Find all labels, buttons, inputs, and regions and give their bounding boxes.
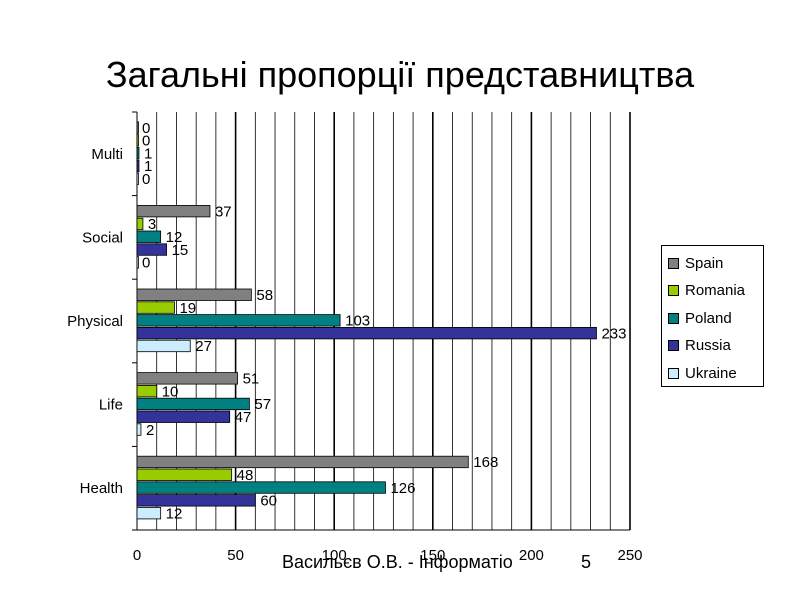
legend-label: Ukraine — [685, 364, 737, 382]
data-label: 48 — [237, 467, 254, 484]
category-label: Multi — [91, 146, 123, 163]
legend-swatch — [668, 257, 679, 269]
bar-romania — [136, 384, 158, 398]
data-label: 58 — [256, 287, 273, 304]
legend-item: Spain — [668, 254, 723, 272]
data-label: 57 — [254, 396, 271, 413]
bar-spain — [136, 455, 469, 469]
category-label: Social — [82, 229, 123, 246]
data-label: 12 — [166, 229, 183, 246]
data-label: 0 — [142, 255, 150, 272]
data-label: 126 — [390, 480, 415, 497]
bar-poland — [136, 146, 140, 160]
data-label: 12 — [166, 505, 183, 522]
x-tick-label: 250 — [617, 547, 642, 564]
data-label: 0 — [142, 171, 150, 188]
chart-legend: Spain Romania Poland Russia Ukraine — [661, 245, 764, 387]
bar-spain — [136, 204, 211, 218]
data-label: 27 — [195, 338, 212, 355]
category-label: Physical — [67, 313, 123, 330]
bar-russia — [136, 159, 140, 173]
data-label: 15 — [172, 242, 189, 259]
bar-ukraine — [136, 256, 139, 269]
page-number: 5 — [581, 552, 592, 572]
legend-item: Russia — [668, 337, 731, 355]
legend-swatch — [668, 340, 679, 351]
bar-poland — [136, 314, 341, 327]
slide-title: Загальні пропорції представництва — [105, 54, 695, 95]
x-tick-label: 50 — [227, 547, 244, 564]
data-label: 60 — [260, 493, 277, 510]
category-label: Health — [80, 480, 123, 497]
x-tick-label: 150 — [420, 547, 445, 564]
legend-label: Romania — [685, 282, 746, 299]
bar-russia — [136, 494, 256, 507]
data-label: 3 — [148, 216, 156, 233]
x-tick-label: 200 — [519, 547, 544, 564]
data-label: 0 — [142, 120, 150, 137]
legend-item: Ukraine — [668, 364, 737, 382]
data-label: 19 — [179, 300, 196, 317]
data-label: 47 — [235, 409, 252, 426]
bar-spain — [136, 288, 252, 301]
bar-ukraine — [136, 339, 191, 353]
legend-swatch — [668, 312, 679, 324]
bar-poland — [136, 397, 250, 411]
bar-russia — [136, 410, 231, 423]
bar-poland — [136, 230, 162, 243]
bar-russia — [136, 243, 167, 256]
data-label: 1 — [144, 158, 152, 175]
data-label: 10 — [162, 383, 179, 400]
bar-romania — [136, 468, 233, 481]
x-tick-label: 100 — [322, 547, 347, 564]
legend-swatch — [668, 367, 679, 379]
data-label: 103 — [345, 313, 370, 330]
bar-spain — [136, 372, 238, 385]
bar-romania — [136, 134, 139, 147]
bar-ukraine — [136, 172, 139, 185]
legend-item: Poland — [668, 309, 732, 327]
legend-swatch — [668, 285, 679, 296]
legend-item: Romania — [668, 282, 745, 300]
data-label: 51 — [243, 371, 260, 388]
data-label: 0 — [142, 133, 150, 150]
x-tick-label: 0 — [133, 547, 141, 564]
bar-romania — [136, 301, 175, 314]
data-label: 37 — [215, 203, 232, 220]
footer-text: Васильєв О.В. - Інформатіо — [282, 552, 513, 572]
bar-poland — [136, 481, 386, 494]
legend-label: Russia — [685, 337, 731, 354]
data-label: 2 — [146, 422, 154, 439]
legend-label: Spain — [685, 254, 724, 272]
data-label: 168 — [473, 454, 498, 471]
bar-romania — [136, 217, 144, 231]
bar-ukraine — [136, 506, 162, 520]
legend-label: Poland — [685, 309, 732, 327]
data-label: 1 — [144, 145, 152, 162]
bar-russia — [136, 326, 597, 340]
data-label: 233 — [601, 325, 626, 342]
bar-spain — [136, 121, 139, 134]
bar-ukraine — [136, 423, 142, 436]
category-label: Life — [99, 397, 123, 414]
